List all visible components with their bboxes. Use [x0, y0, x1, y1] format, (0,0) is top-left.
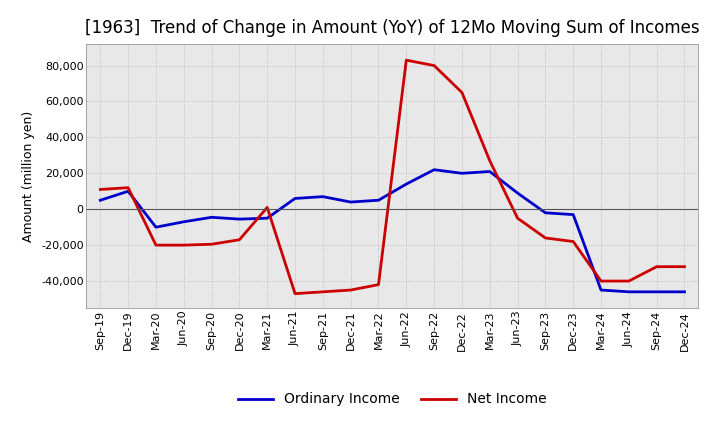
Net Income [346, 287, 355, 293]
Net Income [652, 264, 661, 269]
Legend: Ordinary Income, Net Income: Ordinary Income, Net Income [233, 387, 552, 412]
Ordinary Income [541, 210, 550, 216]
Net Income [374, 282, 383, 287]
Title: [1963]  Trend of Change in Amount (YoY) of 12Mo Moving Sum of Incomes: [1963] Trend of Change in Amount (YoY) o… [85, 19, 700, 37]
Ordinary Income [235, 216, 243, 222]
Ordinary Income [152, 224, 161, 230]
Net Income [291, 291, 300, 296]
Ordinary Income [179, 219, 188, 224]
Ordinary Income [124, 189, 132, 194]
Ordinary Income [680, 289, 689, 294]
Net Income [235, 237, 243, 242]
Ordinary Income [485, 169, 494, 174]
Line: Net Income: Net Income [100, 60, 685, 293]
Net Income [152, 242, 161, 248]
Ordinary Income [207, 215, 216, 220]
Ordinary Income [513, 191, 522, 196]
Net Income [513, 216, 522, 221]
Net Income [96, 187, 104, 192]
Ordinary Income [430, 167, 438, 172]
Ordinary Income [96, 198, 104, 203]
Net Income [430, 63, 438, 68]
Ordinary Income [652, 289, 661, 294]
Ordinary Income [346, 199, 355, 205]
Net Income [207, 242, 216, 247]
Ordinary Income [624, 289, 633, 294]
Net Income [318, 289, 327, 294]
Ordinary Income [291, 196, 300, 201]
Net Income [569, 239, 577, 244]
Net Income [597, 279, 606, 284]
Net Income [402, 58, 410, 63]
Ordinary Income [263, 216, 271, 221]
Net Income [179, 242, 188, 248]
Net Income [624, 279, 633, 284]
Ordinary Income [318, 194, 327, 199]
Ordinary Income [569, 212, 577, 217]
Ordinary Income [597, 287, 606, 293]
Ordinary Income [458, 171, 467, 176]
Ordinary Income [374, 198, 383, 203]
Line: Ordinary Income: Ordinary Income [100, 170, 685, 292]
Net Income [458, 90, 467, 95]
Net Income [541, 235, 550, 241]
Ordinary Income [402, 181, 410, 187]
Net Income [263, 205, 271, 210]
Net Income [485, 158, 494, 163]
Net Income [680, 264, 689, 269]
Y-axis label: Amount (million yen): Amount (million yen) [22, 110, 35, 242]
Net Income [124, 185, 132, 191]
